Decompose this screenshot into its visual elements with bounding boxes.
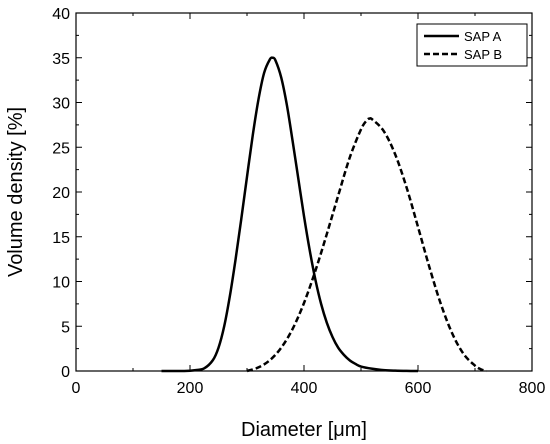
tick-labels-layer: 0 200 400 600 800 0 5 10 15 20 25 30 35 40: [52, 6, 545, 397]
y-tick-label: 0: [61, 364, 70, 381]
legend: SAP A SAP B: [416, 23, 528, 67]
x-tick-label: 0: [72, 380, 81, 397]
x-tick-label: 800: [519, 380, 546, 397]
x-tick-label: 600: [405, 380, 432, 397]
y-tick-label: 5: [61, 319, 70, 336]
legend-label: SAP A: [464, 29, 502, 44]
series-layer: [161, 56, 487, 373]
y-tick-label: 10: [52, 275, 70, 292]
y-tick-label: 30: [52, 96, 70, 113]
x-tick-label: 400: [291, 380, 318, 397]
y-tick-label: 20: [52, 185, 70, 202]
legend-box: [416, 23, 528, 67]
series-line-sap-b: [246, 116, 487, 373]
y-tick-label: 15: [52, 230, 70, 247]
y-tick-label: 25: [52, 140, 70, 157]
y-tick-label: 35: [52, 51, 70, 68]
y-axis-title: Volume density [%]: [5, 107, 27, 277]
ticks-layer: [75, 12, 533, 372]
legend-label: SAP B: [464, 47, 502, 62]
x-axis-title: Diameter [μm]: [241, 419, 367, 441]
x-tick-label: 200: [177, 380, 204, 397]
series-line-sap-a: [161, 56, 419, 373]
y-tick-label: 40: [52, 6, 70, 23]
